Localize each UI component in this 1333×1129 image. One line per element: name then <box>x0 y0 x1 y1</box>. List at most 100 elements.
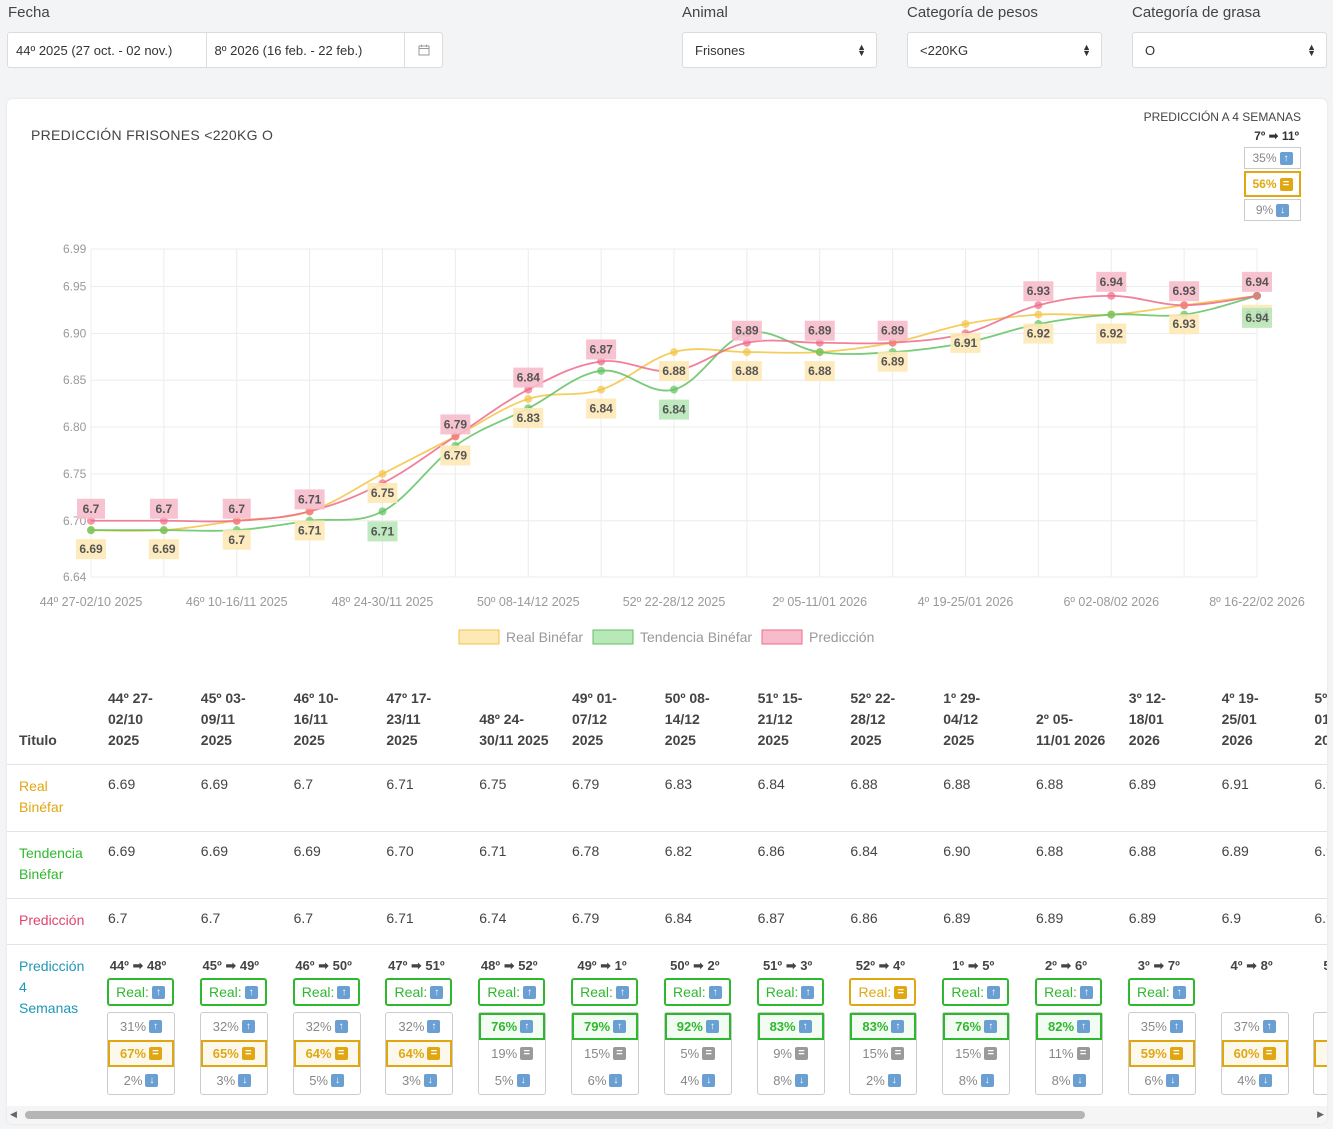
prob-eq-value: 11% <box>1048 1046 1074 1061</box>
data-label-real: 6.88 <box>662 364 686 378</box>
arrow-down-icon: ↓ <box>609 1074 623 1087</box>
prob-eq: 60% = <box>1221 1040 1288 1067</box>
prob-down: 8%↓ <box>758 1067 824 1094</box>
cell-prediccion: 6.7 <box>200 910 221 926</box>
prediction-week-range: 1º ➡ 5º <box>952 958 995 973</box>
prob-down-value: 5% <box>309 1073 328 1088</box>
pesos-select[interactable]: <220KG ▲ ▼ <box>907 32 1102 68</box>
pesos-label: Categoría de pesos <box>907 4 1038 21</box>
data-point-real <box>961 319 970 328</box>
equal-icon: = <box>149 1047 163 1060</box>
real-outcome-badge: Real: ↑ <box>107 978 174 1006</box>
cell-tendencia: 6.88 <box>1036 843 1064 859</box>
data-label-bg-tendencia <box>1242 307 1272 328</box>
fecha-label: Fecha <box>8 4 50 21</box>
horizontal-scrollbar[interactable]: ◀ ▶ <box>7 1106 1327 1124</box>
probability-group: 32% ↑ 64% = 3% ↓ <box>385 1012 454 1095</box>
calendar-icon[interactable] <box>405 33 442 67</box>
prob-eq-value: 15% <box>955 1046 982 1061</box>
date-to-field[interactable]: 8º 2026 (16 feb. - 22 feb.) <box>207 33 406 67</box>
prob-down-value: 3% <box>401 1073 421 1088</box>
equal-icon: = <box>1076 1047 1090 1060</box>
data-point-tendencia <box>1107 310 1116 319</box>
arrow-up-icon: ↑ <box>987 985 1001 999</box>
scroll-right-icon[interactable]: ▶ <box>1317 1109 1324 1119</box>
data-label-bg-prediccion <box>1169 281 1200 302</box>
date-from-field[interactable]: 44º 2025 (27 oct. - 02 nov.) <box>8 33 207 67</box>
y-tick-label: 6.99 <box>63 242 87 256</box>
arrow-up-icon: ↑ <box>337 985 351 999</box>
prob-up-value: 83% <box>862 1019 889 1034</box>
scroll-left-icon[interactable]: ◀ <box>10 1109 17 1119</box>
scrollbar-thumb[interactable] <box>25 1111 1085 1119</box>
column-header: 2º 05- 11/01 2026 <box>1036 711 1106 748</box>
cell-prediccion: 6.79 <box>572 910 600 926</box>
probability-group: 32% ↑ 65% = 3% ↓ <box>199 1012 268 1095</box>
prediction-week-range: 46º ➡ 50º <box>295 958 352 973</box>
prob-up: 32% ↑ <box>201 1013 267 1040</box>
column-header: 47º 17- 23/11 2025 <box>386 690 432 748</box>
animal-select[interactable]: Frisones ▲ ▼ <box>682 32 877 68</box>
prob-down-value: 6% <box>1144 1073 1164 1088</box>
data-label-bg-prediccion <box>1096 271 1127 292</box>
prob-down-value: 2% <box>865 1073 885 1088</box>
cell-prediccion: 6.84 <box>664 910 693 926</box>
x-tick-label: 8º 16-22/02 2026 <box>1209 595 1305 609</box>
data-point-real <box>524 394 533 403</box>
prob-up: 76% ↑ <box>479 1013 546 1040</box>
x-tick-label: 2º 05-11/01 2026 <box>772 595 867 609</box>
data-label-bg-real <box>148 539 179 560</box>
data-label-bg-real <box>1023 323 1054 344</box>
header-divider <box>7 764 1327 765</box>
prob-down-value: 2% <box>123 1073 143 1088</box>
cell-tendencia: 6.69 <box>200 843 229 859</box>
data-label-bg-prediccion <box>1242 271 1272 292</box>
data-label-real: 6.91 <box>954 336 978 350</box>
data-label-bg-real <box>877 351 908 372</box>
cell-tendencia: 6.90 <box>943 843 971 859</box>
real-prefix: Real: <box>394 984 428 1000</box>
cell-real: 6.7 <box>293 776 314 792</box>
data-label-bg-real <box>513 407 544 428</box>
cell-real: 6.71 <box>386 776 414 792</box>
real-prefix: Real: <box>580 984 613 1000</box>
equal-icon: = <box>891 1047 905 1060</box>
prediction-week-range: 44º ➡ 48º <box>109 958 167 973</box>
pred-down-box: 9% ↓ <box>1244 199 1301 221</box>
arrow-up-icon: ↑ <box>1279 151 1293 165</box>
probability-group: 79% ↑ 15% = 6% ↓ <box>571 1012 639 1095</box>
real-outcome-badge: Real: ↑ <box>199 978 267 1006</box>
data-label-real: 6.88 <box>735 364 759 378</box>
prob-up-value: 31% <box>119 1019 147 1034</box>
prob-up-value: 37% <box>1233 1019 1260 1034</box>
data-label-real: 6.89 <box>881 355 905 369</box>
prediction-week-range: 50º ➡ 2º <box>670 958 720 973</box>
cell-tendencia: 6.84 <box>850 843 878 859</box>
column-header: 4º 19- 25/01 2026 <box>1221 690 1259 748</box>
column-header: 44º 27- 02/10 2025 <box>108 690 153 748</box>
cell-tendencia: 6.91 <box>1314 843 1327 859</box>
prob-up-value: 92% <box>676 1019 703 1034</box>
date-range-picker[interactable]: 44º 2025 (27 oct. - 02 nov.) 8º 2026 (16… <box>7 32 443 68</box>
prob-up: 31% ↑ <box>108 1013 174 1040</box>
data-label-bg-real <box>222 529 251 550</box>
cell-real: 6.84 <box>757 776 785 792</box>
prediction-card: PREDICCIÓN FRISONES <220KG O PREDICCIÓN … <box>7 99 1327 1124</box>
arrow-down-icon: ↓ <box>423 1074 437 1087</box>
grasa-select[interactable]: O ▲ ▼ <box>1132 32 1327 68</box>
data-label-bg-tendencia <box>659 399 689 420</box>
prediction-week-range: 45º ➡ 49º <box>202 958 260 973</box>
arrow-down-icon: ↓ <box>980 1074 994 1087</box>
prob-eq-value: 67% <box>119 1046 147 1061</box>
arrow-down-icon: ↓ <box>794 1074 808 1087</box>
prob-down: 8%↓ <box>1036 1067 1102 1094</box>
cell-tendencia: 6.69 <box>108 843 136 859</box>
prob-down: 4% ↓ <box>1222 1067 1288 1094</box>
data-point-prediccion <box>1034 301 1043 310</box>
real-outcome-badge: Real: ↑ <box>663 978 731 1006</box>
probability-group: 32% ↑ 64% = 5% ↓ <box>292 1012 361 1095</box>
prob-eq-value: 64% <box>305 1046 332 1061</box>
prob-down-value: 8% <box>958 1073 978 1088</box>
prob-eq-value: 59% <box>1140 1046 1167 1061</box>
